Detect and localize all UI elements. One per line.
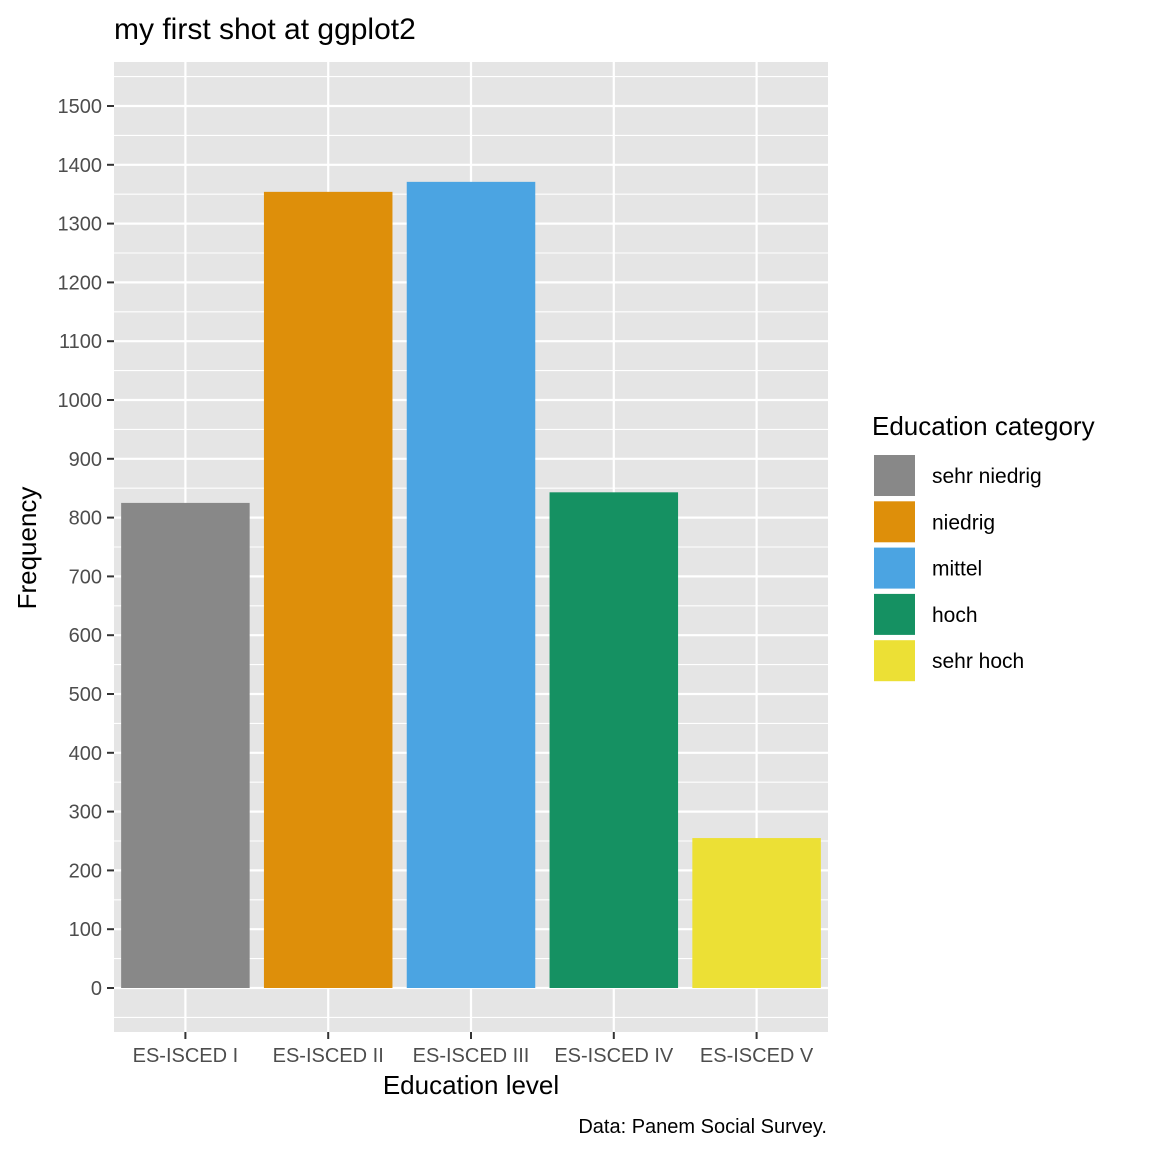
y-tick-label: 600 — [69, 625, 102, 647]
y-tick-label: 500 — [69, 684, 102, 706]
legend-swatch — [874, 547, 915, 589]
y-tick-label: 0 — [91, 978, 102, 1000]
y-axis-title: Frequency — [12, 487, 42, 610]
bar-es-isced-iii — [406, 181, 536, 989]
legend-label: sehr hoch — [932, 650, 1024, 673]
y-tick-label: 700 — [69, 566, 102, 588]
x-tick-label: ES-ISCED IV — [554, 1045, 674, 1067]
legend-swatch — [874, 455, 915, 496]
legend-swatch — [874, 640, 915, 682]
legend-swatch — [874, 501, 915, 543]
legend-label: sehr niedrig — [932, 465, 1042, 488]
legend-title: Education category — [872, 411, 1095, 441]
x-axis-title: Education level — [383, 1070, 559, 1100]
y-tick-label: 1300 — [58, 214, 103, 236]
legend: sehr niedrig niedrig mittel hoch sehr hoch — [872, 453, 1042, 684]
x-tick-label: ES-ISCED II — [273, 1045, 384, 1067]
legend-label: niedrig — [932, 511, 995, 534]
x-tick-label: ES-ISCED V — [700, 1045, 814, 1067]
y-tick-label: 400 — [69, 743, 102, 765]
legend-swatch — [874, 593, 915, 635]
chart-caption: Data: Panem Social Survey. — [578, 1116, 827, 1138]
chart-title: my first shot at ggplot2 — [114, 13, 416, 46]
y-tick-label: 1100 — [59, 331, 102, 353]
y-tick-label: 1200 — [58, 272, 103, 294]
x-tick-label: ES-ISCED III — [413, 1045, 530, 1067]
x-tick-label: ES-ISCED I — [133, 1045, 239, 1067]
legend-label: hoch — [932, 604, 978, 627]
x-axis: ES-ISCED I ES-ISCED II ES-ISCED III ES-ISCE… — [133, 1032, 814, 1067]
y-tick-label: 200 — [69, 860, 102, 882]
bar-es-isced-iv — [549, 492, 679, 988]
y-tick-label: 900 — [69, 449, 102, 471]
y-tick-label: 800 — [69, 508, 102, 530]
y-tick-label: 100 — [69, 919, 102, 941]
y-tick-label: 1000 — [58, 390, 103, 412]
y-axis: 0 100 200 300 400 500 600 700 800 900 1000 1100 1200… — [58, 96, 114, 1000]
bars-group — [121, 181, 821, 989]
y-tick-label: 1400 — [58, 155, 103, 177]
bar-es-isced-i — [121, 502, 250, 988]
legend-label: mittel — [932, 558, 982, 581]
bar-es-isced-v — [692, 838, 821, 988]
bar-es-isced-ii — [263, 191, 393, 988]
y-tick-label: 300 — [69, 802, 102, 824]
y-tick-label: 1500 — [58, 96, 103, 118]
